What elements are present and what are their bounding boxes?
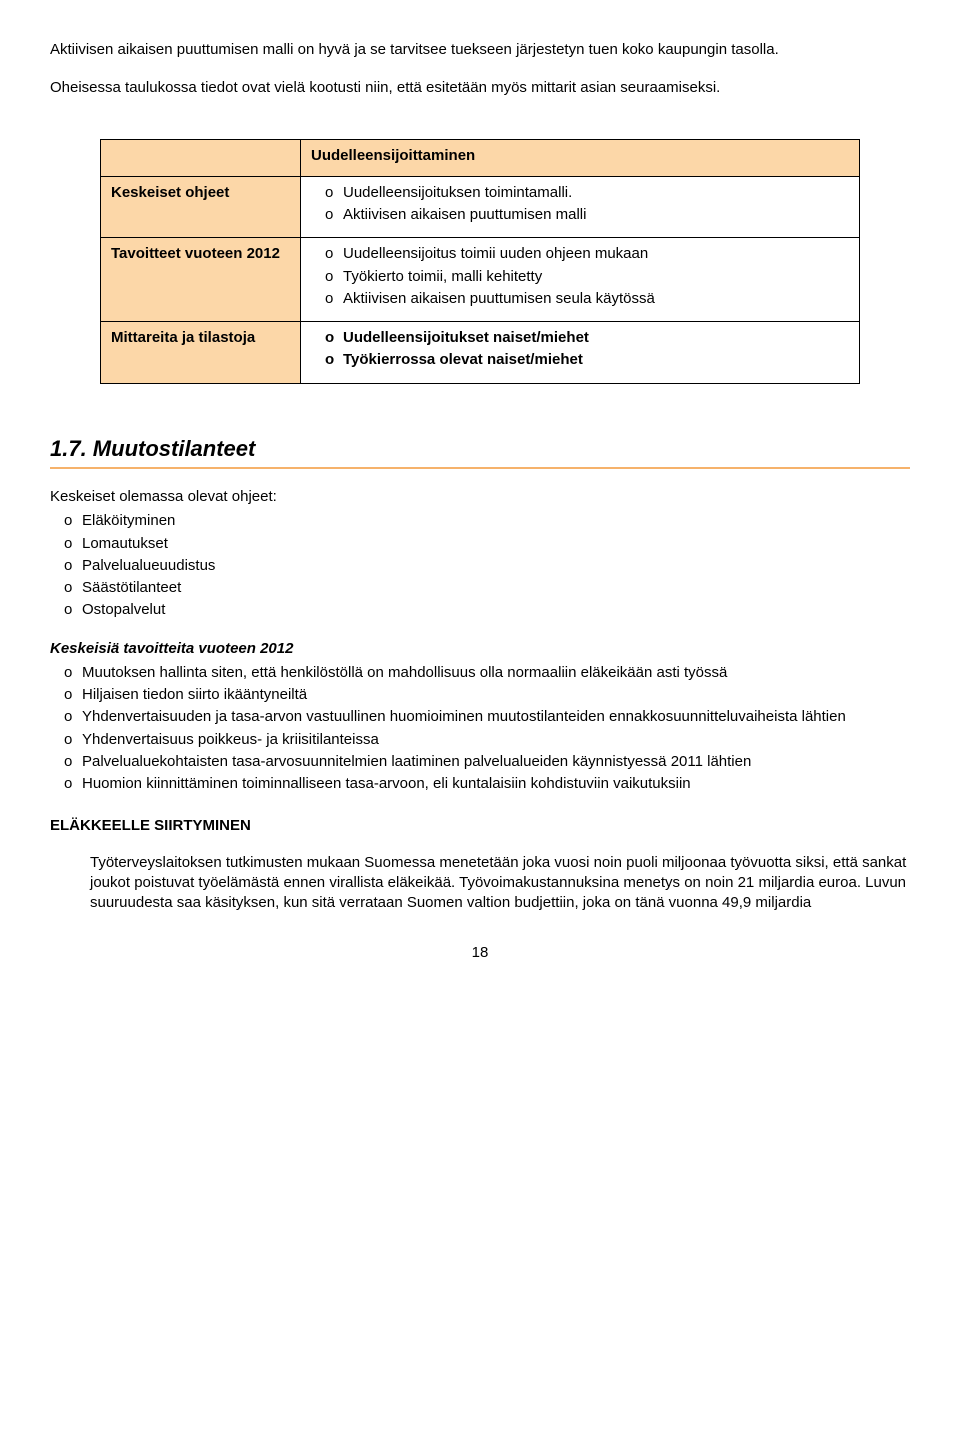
block-ohjeet: Keskeiset olemassa olevat ohjeet: Eläköi… bbox=[50, 487, 910, 621]
table-row-content: Uudelleensijoitukset naiset/miehet Työki… bbox=[301, 322, 860, 384]
list-item: Palvelualuekohtaisten tasa-arvosuunnitel… bbox=[64, 752, 910, 772]
intro-paragraph-1: Aktiivisen aikaisen puuttumisen malli on… bbox=[50, 40, 910, 60]
list-item: Yhdenvertaisuus poikkeus- ja kriisitilan… bbox=[64, 730, 910, 750]
block-tavoitteet: Keskeisiä tavoitteita vuoteen 2012 Muuto… bbox=[50, 639, 910, 795]
table-row-content: Uudelleensijoitus toimii uuden ohjeen mu… bbox=[301, 238, 860, 322]
list-item: Huomion kiinnittäminen toiminnalliseen t… bbox=[64, 774, 910, 794]
block-head: Keskeiset olemassa olevat ohjeet: bbox=[50, 487, 910, 507]
list-item: Aktiivisen aikaisen puuttumisen malli bbox=[325, 205, 849, 225]
list-item: Muutoksen hallinta siten, että henkilöst… bbox=[64, 663, 910, 683]
table-corner-cell bbox=[101, 139, 301, 176]
table-container: Uudelleensijoittaminen Keskeiset ohjeet … bbox=[50, 139, 910, 384]
list-item: Ostopalvelut bbox=[64, 600, 910, 620]
list-item: Säästötilanteet bbox=[64, 578, 910, 598]
list-item: Työkierrossa olevat naiset/miehet bbox=[325, 350, 849, 370]
table-row-label: Mittareita ja tilastoja bbox=[101, 322, 301, 384]
list-item: Lomautukset bbox=[64, 534, 910, 554]
table-row-label: Tavoitteet vuoteen 2012 bbox=[101, 238, 301, 322]
list-item: Uudelleensijoituksen toimintamalli. bbox=[325, 183, 849, 203]
table-row-content: Uudelleensijoituksen toimintamalli. Akti… bbox=[301, 176, 860, 238]
list-item: Työkierto toimii, malli kehitetty bbox=[325, 267, 849, 287]
list-item: Uudelleensijoitus toimii uuden ohjeen mu… bbox=[325, 244, 849, 264]
table-row-label: Keskeiset ohjeet bbox=[101, 176, 301, 238]
list-item: Aktiivisen aikaisen puuttumisen seula kä… bbox=[325, 289, 849, 309]
subheading-elake: ELÄKKEELLE SIIRTYMINEN bbox=[50, 816, 910, 836]
uudelleensijoittaminen-table: Uudelleensijoittaminen Keskeiset ohjeet … bbox=[100, 139, 860, 384]
list-item: Uudelleensijoitukset naiset/miehet bbox=[325, 328, 849, 348]
block-head: Keskeisiä tavoitteita vuoteen 2012 bbox=[50, 639, 910, 659]
table-header: Uudelleensijoittaminen bbox=[301, 139, 860, 176]
list-item: Hiljaisen tiedon siirto ikääntyneiltä bbox=[64, 685, 910, 705]
section-heading: 1.7. Muutostilanteet bbox=[50, 434, 910, 470]
list-item: Eläköityminen bbox=[64, 511, 910, 531]
body-paragraph: Työterveyslaitoksen tutkimusten mukaan S… bbox=[50, 853, 910, 914]
list-item: Palvelualueuudistus bbox=[64, 556, 910, 576]
page-number: 18 bbox=[50, 943, 910, 963]
list-item: Yhdenvertaisuuden ja tasa-arvon vastuull… bbox=[64, 707, 910, 727]
intro-paragraph-2: Oheisessa taulukossa tiedot ovat vielä k… bbox=[50, 78, 910, 98]
